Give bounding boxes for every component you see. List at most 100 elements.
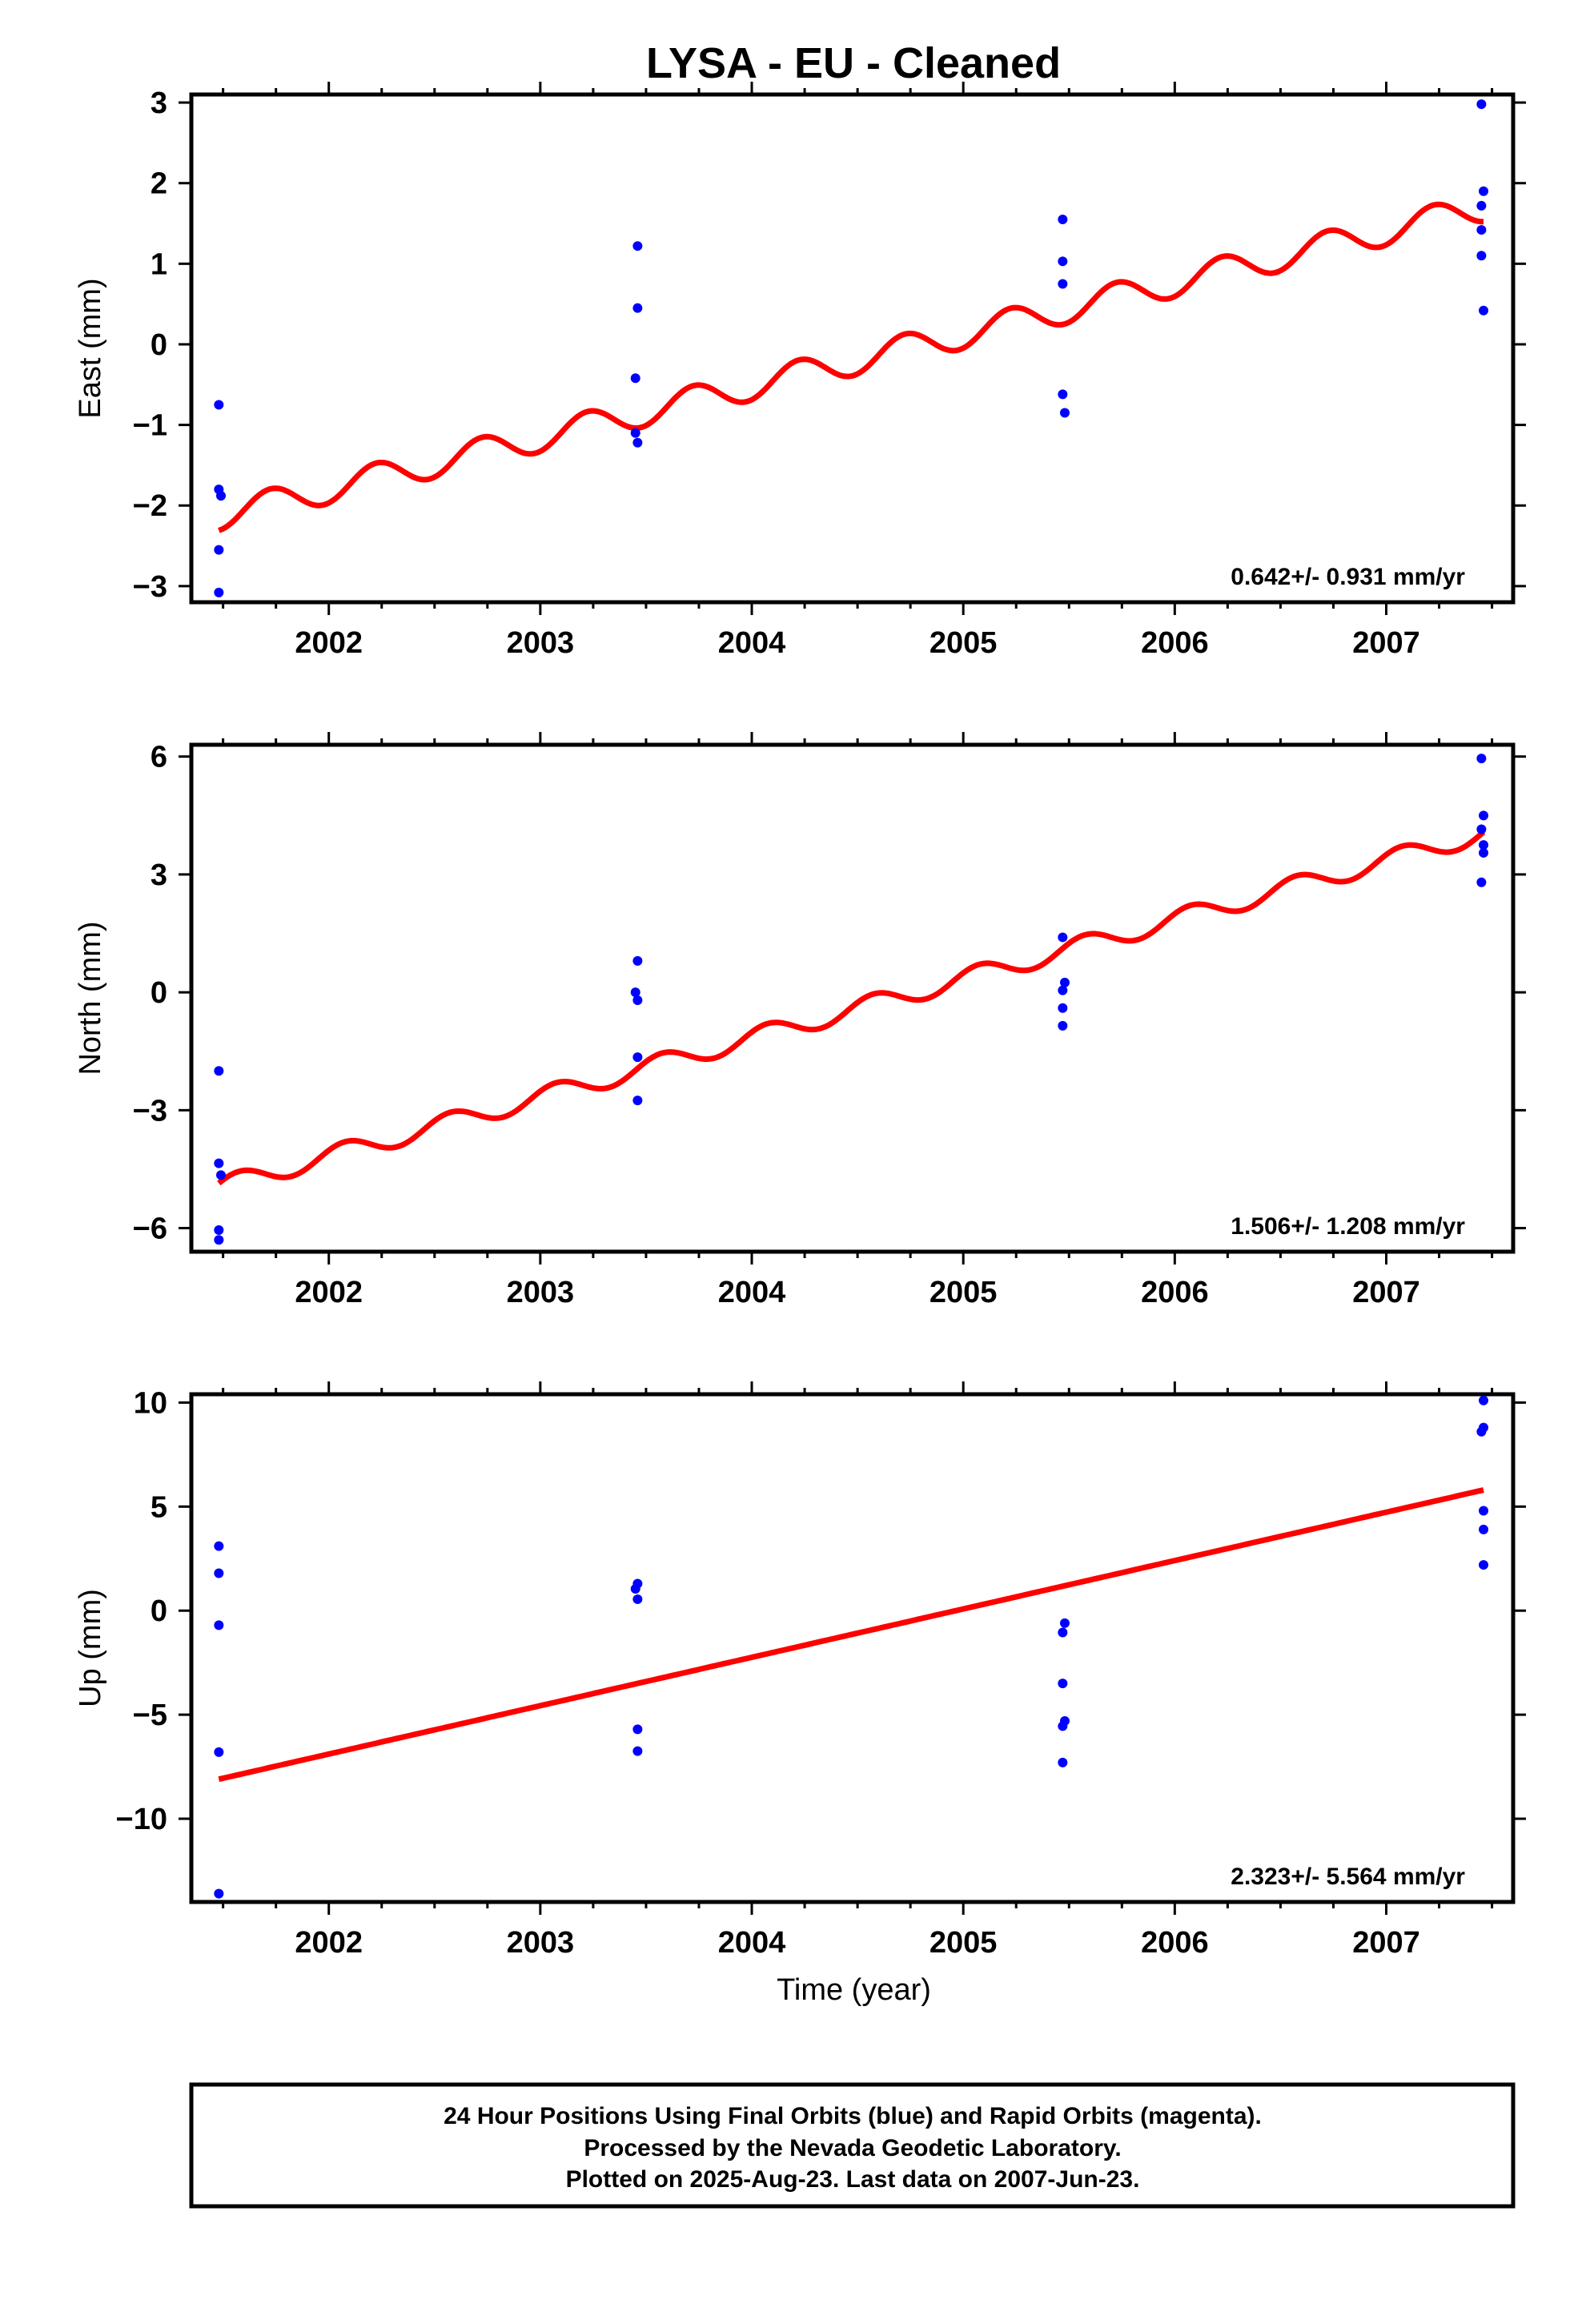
north-data-point [215, 1170, 226, 1180]
east-ytick-label: 1 [151, 247, 167, 281]
up-data-point [1479, 1395, 1489, 1405]
figure-title: LYSA - EU - Cleaned [646, 39, 1061, 87]
east-data-point [1479, 186, 1489, 196]
north-data-point [1479, 840, 1489, 850]
east-ytick-label: −2 [133, 489, 167, 523]
east-data-point [214, 545, 224, 555]
east-data-point [214, 400, 224, 410]
north-data-point [214, 1066, 224, 1076]
east-data-point [1058, 279, 1068, 289]
up-data-point [630, 1583, 640, 1594]
north-data-point [1479, 847, 1489, 858]
north-data-point [214, 1235, 224, 1245]
east-xtick-label: 2002 [295, 626, 363, 660]
north-panel: 2002 2003 2004 2005 2006 2007 6 3 0 −3 −6 North (mm… [74, 732, 1526, 1309]
east-data-point [1476, 200, 1487, 211]
up-xtick-label: 2005 [930, 1926, 998, 1960]
east-xtick-label: 2004 [718, 626, 786, 660]
up-ytick-label: 0 [151, 1594, 167, 1628]
east-data-point [1476, 251, 1487, 261]
up-data-point [1476, 1426, 1487, 1437]
up-data-point [632, 1594, 643, 1604]
north-xtick-label: 2002 [295, 1276, 363, 1309]
up-panel: 2002 2003 2004 2005 2006 2007 10 5 0 −5 −10 Up (mm)… [74, 1381, 1526, 2007]
up-x-axis-label: Time (year) [777, 1973, 931, 2007]
up-data-point [1479, 1524, 1489, 1534]
north-plot-frame [189, 742, 1516, 1254]
up-data-point [1059, 1618, 1070, 1628]
up-rate-label: 2.323+/- 5.564 mm/yr [1231, 1864, 1465, 1890]
up-ytick-label: 10 [134, 1386, 167, 1420]
north-xtick-label: 2004 [718, 1276, 786, 1309]
north-ytick-label: 3 [151, 858, 167, 892]
east-data-point [1476, 99, 1487, 110]
east-data-point [1058, 256, 1068, 267]
up-xtick-label: 2007 [1352, 1926, 1420, 1960]
east-ytick-label: 2 [151, 167, 167, 201]
east-data-point [1058, 214, 1068, 224]
east-data-point [1479, 305, 1489, 316]
up-plot-frame [189, 1392, 1516, 1904]
up-data-point [214, 1747, 224, 1757]
up-data-point [1479, 1506, 1489, 1516]
east-data-point [215, 491, 226, 501]
east-ytick-label: −3 [133, 570, 167, 604]
up-data-point [1058, 1757, 1068, 1767]
north-data-point [214, 1158, 224, 1168]
up-data-point [214, 1568, 224, 1578]
north-y-axis-label: North (mm) [74, 921, 107, 1075]
north-rate-label: 1.506+/- 1.208 mm/yr [1231, 1213, 1465, 1240]
north-data-point [1058, 985, 1068, 995]
up-data-point [1058, 1721, 1068, 1731]
north-data-point [630, 987, 640, 998]
north-ytick-label: −3 [133, 1094, 167, 1128]
up-data-point [632, 1746, 643, 1756]
east-xtick-label: 2003 [507, 626, 575, 660]
north-data-point [1058, 1003, 1068, 1013]
north-data-point [632, 1052, 643, 1063]
footer-line-2: Processed by the Nevada Geodetic Laborat… [584, 2135, 1121, 2161]
footer-frame [189, 2082, 1516, 2209]
north-xtick-label: 2006 [1141, 1276, 1209, 1309]
east-data-point [632, 241, 643, 251]
north-data-point [1479, 810, 1489, 821]
north-data-point [1476, 754, 1487, 764]
north-data-point [632, 1096, 643, 1106]
east-ytick-label: −1 [133, 409, 167, 443]
east-y-axis-label: East (mm) [74, 278, 107, 418]
north-data-point [632, 995, 643, 1005]
up-ytick-label: −10 [116, 1803, 167, 1836]
up-xtick-label: 2006 [1141, 1926, 1209, 1960]
east-data-point [630, 373, 640, 384]
north-data-point [632, 955, 643, 966]
east-data-point [632, 437, 643, 448]
east-xtick-label: 2006 [1141, 626, 1209, 660]
east-ytick-label: 0 [151, 328, 167, 362]
east-data-point [632, 303, 643, 313]
footer-line-3: Plotted on 2025-Aug-23. Last data on 200… [566, 2166, 1140, 2193]
east-xtick-label: 2007 [1352, 626, 1420, 660]
north-data-point [214, 1225, 224, 1236]
up-data-point [632, 1724, 643, 1735]
east-panel: 2002 2003 2004 2005 2006 2007 3 2 1 0 −1 −2 −3 East (… [74, 82, 1526, 660]
north-model-line [217, 830, 1486, 1186]
up-ytick-label: −5 [133, 1699, 167, 1732]
up-data-point [1058, 1679, 1068, 1689]
east-data-point [1059, 408, 1070, 418]
east-data-point [630, 428, 640, 438]
up-data-point [214, 1888, 224, 1899]
north-data-point [1059, 977, 1070, 987]
north-data-point [1058, 932, 1068, 943]
north-ytick-label: 0 [151, 976, 167, 1010]
up-data-point [214, 1541, 224, 1551]
footer-box: 24 Hour Positions Using Final Orbits (bl… [189, 2082, 1516, 2209]
north-ytick-label: 6 [151, 741, 167, 774]
north-data-point [1476, 877, 1487, 887]
up-xtick-label: 2002 [295, 1926, 363, 1960]
up-y-axis-label: Up (mm) [74, 1589, 107, 1707]
east-data-point [1058, 389, 1068, 400]
up-data-point [214, 1620, 224, 1630]
north-xtick-label: 2003 [507, 1276, 575, 1309]
east-rate-label: 0.642+/- 0.931 mm/yr [1231, 564, 1465, 590]
